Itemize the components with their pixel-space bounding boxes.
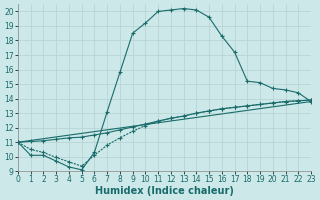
X-axis label: Humidex (Indice chaleur): Humidex (Indice chaleur) — [95, 186, 234, 196]
